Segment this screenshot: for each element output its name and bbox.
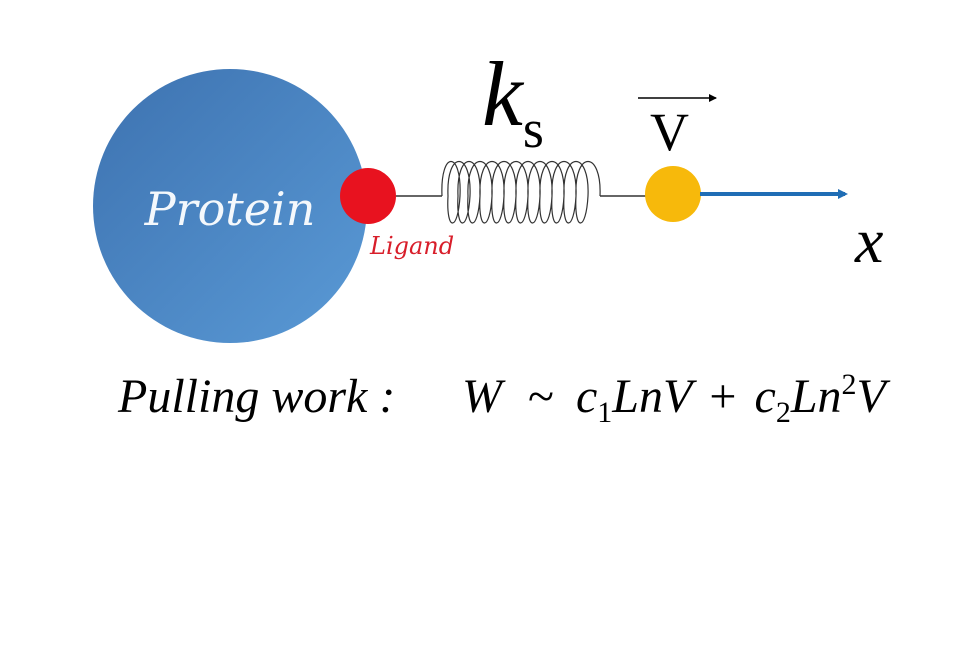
protein-label: Protein [144, 182, 316, 236]
formula-term1: LnV [611, 370, 697, 423]
spring-constant-subscript: s [523, 99, 544, 159]
velocity-label: V [650, 102, 689, 162]
spring-constant-label: ks [482, 43, 544, 159]
formula-tilde: ~ [528, 370, 554, 423]
ligand-bead [340, 168, 396, 224]
pulling-work-formula: Pulling work : W ~ c1LnV + c2Ln2V [117, 368, 891, 429]
formula-prefix: Pulling work : [117, 370, 395, 423]
formula-ln: Ln [790, 370, 842, 423]
spring [441, 161, 601, 224]
protein-sphere [93, 69, 367, 343]
formula-exp: 2 [842, 368, 857, 401]
formula-c2: c [755, 370, 776, 423]
formula-v: V [857, 370, 891, 423]
formula-sub1: 1 [597, 396, 612, 429]
pulling-bead [645, 166, 701, 222]
formula-c1: c [576, 370, 597, 423]
spring-constant-symbol: k [482, 43, 525, 145]
x-axis-label: x [854, 205, 883, 276]
formula-plus: + [709, 370, 736, 423]
formula-w: W [462, 370, 506, 423]
formula-sub2: 2 [776, 396, 791, 429]
ligand-label: Ligand [369, 232, 454, 260]
